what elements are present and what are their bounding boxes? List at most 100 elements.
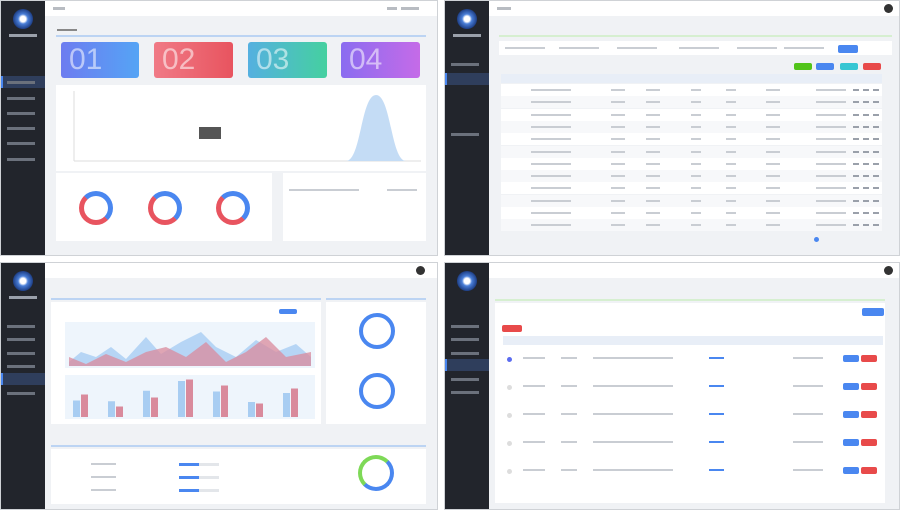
delete-button[interactable] <box>861 411 877 418</box>
search-button[interactable] <box>838 45 858 53</box>
sidebar-item[interactable] <box>7 142 35 145</box>
row-action-link[interactable] <box>863 187 869 190</box>
delete-button[interactable] <box>863 63 881 70</box>
table-row[interactable] <box>501 170 882 183</box>
row-action-link[interactable] <box>853 175 859 178</box>
search-button[interactable] <box>862 308 884 316</box>
sidebar-item[interactable] <box>451 63 479 66</box>
edit-button[interactable] <box>843 355 859 362</box>
row-action-link[interactable] <box>873 199 879 202</box>
sidebar-item[interactable] <box>7 365 35 368</box>
header-link[interactable] <box>387 7 397 10</box>
table-row[interactable] <box>503 431 883 457</box>
sidebar-item[interactable] <box>7 127 35 130</box>
sidebar-item-active[interactable] <box>1 373 45 385</box>
row-action-link[interactable] <box>853 162 859 165</box>
row-action-link[interactable] <box>863 125 869 128</box>
table-row[interactable] <box>501 182 882 195</box>
row-action-link[interactable] <box>853 138 859 141</box>
row-action-link[interactable] <box>873 224 879 227</box>
avatar-icon[interactable] <box>884 266 893 275</box>
message-item[interactable] <box>289 189 359 191</box>
table-row[interactable] <box>501 96 882 109</box>
row-action-link[interactable] <box>863 162 869 165</box>
table-row[interactable] <box>503 347 883 373</box>
row-action-link[interactable] <box>873 150 879 153</box>
row-action-link[interactable] <box>853 187 859 190</box>
sidebar-item[interactable] <box>451 352 479 355</box>
sidebar-item[interactable] <box>451 338 479 341</box>
delete-button[interactable] <box>861 467 877 474</box>
avatar-icon[interactable] <box>884 4 893 13</box>
delete-button[interactable] <box>861 355 877 362</box>
delete-button[interactable] <box>861 439 877 446</box>
row-action-link[interactable] <box>873 187 879 190</box>
row-checkbox[interactable] <box>507 441 512 446</box>
sidebar-item[interactable] <box>7 81 35 84</box>
row-action-link[interactable] <box>863 101 869 104</box>
sidebar-item[interactable] <box>7 352 35 355</box>
filter-field[interactable] <box>559 47 599 49</box>
row-action-link[interactable] <box>863 150 869 153</box>
table-row[interactable] <box>501 219 882 232</box>
batch-delete-button[interactable] <box>502 325 522 332</box>
avatar-icon[interactable] <box>416 266 425 275</box>
row-action-link[interactable] <box>873 125 879 128</box>
export-button[interactable] <box>840 63 858 70</box>
table-row[interactable] <box>501 194 882 207</box>
row-action-link[interactable] <box>853 101 859 104</box>
row-action-link[interactable] <box>853 199 859 202</box>
row-action-link[interactable] <box>873 138 879 141</box>
filter-field[interactable] <box>784 47 824 49</box>
sidebar-item[interactable] <box>7 112 35 115</box>
add-button[interactable] <box>794 63 812 70</box>
row-action-link[interactable] <box>873 175 879 178</box>
row-action-link[interactable] <box>863 89 869 91</box>
delete-button[interactable] <box>861 383 877 390</box>
table-row[interactable] <box>501 133 882 146</box>
row-action-link[interactable] <box>873 162 879 165</box>
row-action-link[interactable] <box>873 101 879 104</box>
edit-button[interactable] <box>843 467 859 474</box>
table-row[interactable] <box>501 145 882 158</box>
row-checkbox[interactable] <box>507 357 512 362</box>
stat-card-2[interactable]: 02 <box>154 42 233 78</box>
row-action-link[interactable] <box>863 212 869 214</box>
table-row[interactable] <box>501 207 882 219</box>
row-action-link[interactable] <box>873 89 879 91</box>
edit-button[interactable] <box>843 439 859 446</box>
sidebar-item[interactable] <box>7 338 35 341</box>
row-action-link[interactable] <box>853 224 859 227</box>
row-action-link[interactable] <box>853 125 859 128</box>
sidebar-item-active[interactable] <box>445 73 489 85</box>
row-action-link[interactable] <box>873 113 879 116</box>
edit-button[interactable] <box>843 411 859 418</box>
pagination-current[interactable] <box>814 237 819 242</box>
stat-card-4[interactable]: 04 <box>341 42 420 78</box>
sidebar-item[interactable] <box>451 325 479 328</box>
row-action-link[interactable] <box>863 175 869 178</box>
range-toggle[interactable] <box>279 309 297 314</box>
edit-button[interactable] <box>816 63 834 70</box>
filter-field[interactable] <box>679 47 719 49</box>
table-row[interactable] <box>501 120 882 133</box>
row-action-link[interactable] <box>853 113 859 116</box>
sidebar-item[interactable] <box>7 97 35 100</box>
row-checkbox[interactable] <box>507 469 512 474</box>
stat-card-3[interactable]: 03 <box>248 42 327 78</box>
row-checkbox[interactable] <box>507 413 512 418</box>
user-name[interactable] <box>401 7 419 10</box>
edit-button[interactable] <box>843 383 859 390</box>
sidebar-item[interactable] <box>451 133 479 136</box>
row-action-link[interactable] <box>853 150 859 153</box>
row-action-link[interactable] <box>863 113 869 116</box>
filter-field[interactable] <box>617 47 657 49</box>
row-action-link[interactable] <box>863 224 869 227</box>
table-row[interactable] <box>501 157 882 170</box>
sidebar-item[interactable] <box>7 325 35 328</box>
table-row[interactable] <box>501 84 882 96</box>
table-row[interactable] <box>501 108 882 121</box>
row-action-link[interactable] <box>863 199 869 202</box>
row-action-link[interactable] <box>853 89 859 91</box>
stat-card-1[interactable]: 01 <box>61 42 139 78</box>
